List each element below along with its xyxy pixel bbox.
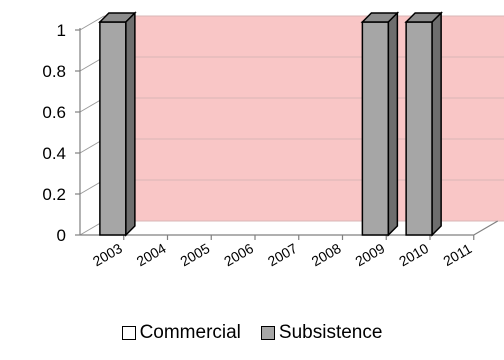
bar-front [99,21,127,236]
y-axis-tick-labels: 0 0.2 0.4 0.6 0.8 1 [42,21,66,245]
legend-item-subsistence: Subsistence [260,322,383,344]
y-tick-label-1: 0.2 [42,185,66,204]
bar-front [405,21,433,236]
x-tick-label-2004: 2004 [134,240,169,270]
y-tick-label-4: 0.8 [42,62,66,81]
y-tick-label-5: 1 [57,21,66,40]
plot-area-background [104,16,504,221]
y-tick-label-3: 0.6 [42,103,66,122]
bar-side [431,11,442,237]
bar-subsistence-2003 [98,11,137,237]
x-tick-label-2010: 2010 [396,240,431,270]
legend-label-commercial: Commercial [139,322,241,343]
x-tick-label-2011: 2011 [440,240,474,269]
x-tick-label-2006: 2006 [221,240,256,270]
x-tick-label-2009: 2009 [352,240,387,270]
x-axis-tick-labels: 2003 2004 2005 2006 2007 2008 2009 2010 2011 [90,240,475,270]
side-gridline-5 [79,15,105,31]
bar-subsistence-2010 [404,11,443,237]
legend: Commercial Subsistence [0,322,504,344]
x-tick-label-2003: 2003 [90,240,125,270]
x-tick-label-2007: 2007 [265,240,300,270]
x-tick-label-2008: 2008 [309,240,344,270]
y-tick-label-2: 0.4 [42,144,66,163]
x-tick-label-2005: 2005 [177,240,212,270]
bar-side [125,11,136,237]
legend-swatch-commercial [121,326,136,340]
legend-item-commercial: Commercial [121,322,241,344]
x-axis-depth-line [473,220,499,236]
y-tick-label-0: 0 [57,226,66,245]
bar-subsistence-2009 [360,11,400,237]
bar-side [387,11,399,237]
bars [98,11,443,237]
legend-label-subsistence: Subsistence [278,322,383,343]
bar-front [361,21,390,236]
legend-swatch-subsistence [260,326,275,340]
